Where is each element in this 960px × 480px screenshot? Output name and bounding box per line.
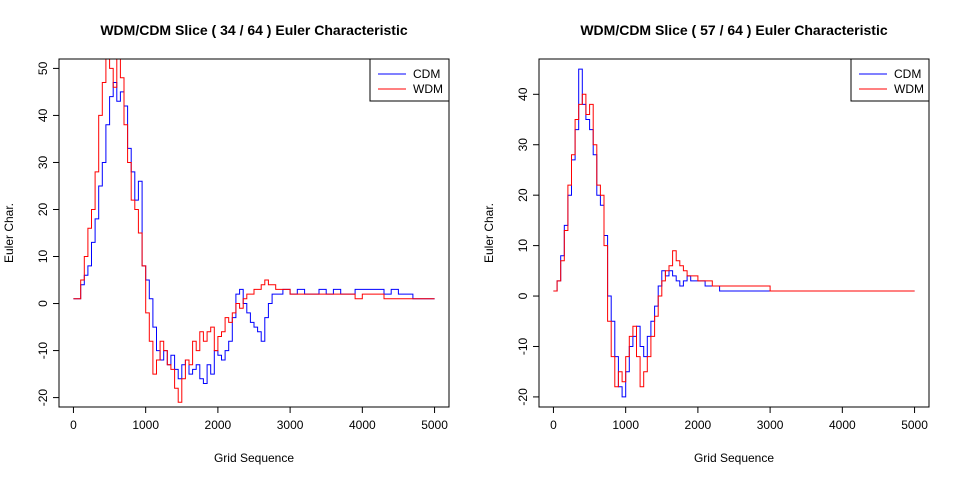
y-tick-label: 0 xyxy=(36,300,50,307)
y-tick-label: 20 xyxy=(516,188,530,202)
y-axis-label-2: Euler Char. xyxy=(482,203,496,263)
axes-1: 0 1000 2000 3000 4000 5000 -20 -10 0 10 20 30 40 50 xyxy=(36,61,448,432)
x-tick-label: 4000 xyxy=(349,418,376,432)
y-tick-label: 30 xyxy=(516,138,530,152)
chart-title-2: WDM/CDM Slice ( 57 / 64 ) Euler Characte… xyxy=(580,22,888,38)
x-tick-label: 2000 xyxy=(205,418,232,432)
x-tick-label: 5000 xyxy=(421,418,448,432)
legend-box-1 xyxy=(369,58,450,102)
legend-box-2 xyxy=(850,58,930,102)
series-line-cdm xyxy=(553,68,915,398)
x-tick-label: 1000 xyxy=(612,418,639,432)
x-tick-label: 3000 xyxy=(277,418,304,432)
y-tick-label: -10 xyxy=(36,342,50,360)
y-tick-label: 10 xyxy=(516,239,530,253)
plot-lines-1 xyxy=(73,58,435,403)
axes-2: 0 1000 2000 3000 4000 5000 -20 -10 0 10 20 30 40 xyxy=(516,87,928,432)
y-tick-label: 40 xyxy=(36,108,50,122)
chart-title-1: WDM/CDM Slice ( 34 / 64 ) Euler Characte… xyxy=(100,22,408,38)
legend-2: CDM WDM xyxy=(850,58,930,102)
plot-area-frame-1 xyxy=(58,58,450,408)
y-tick-label: 0 xyxy=(516,292,530,299)
x-tick-label: 2000 xyxy=(685,418,712,432)
legend-label-wdm-2: WDM xyxy=(894,82,924,96)
x-tick-label: 3000 xyxy=(757,418,784,432)
y-tick-label: -20 xyxy=(516,388,530,406)
y-tick-label: 10 xyxy=(36,250,50,264)
chart-panel-2: WDM/CDM Slice ( 57 / 64 ) Euler Characte… xyxy=(482,22,930,465)
x-tick-label: 1000 xyxy=(132,418,159,432)
y-tick-label: -10 xyxy=(516,337,530,355)
x-tick-label: 0 xyxy=(550,418,557,432)
legend-label-wdm-1: WDM xyxy=(413,82,443,96)
y-tick-label: -20 xyxy=(36,389,50,407)
series-line-cdm xyxy=(73,82,435,384)
series-line-wdm xyxy=(553,93,915,388)
legend-label-cdm-2: CDM xyxy=(894,67,921,81)
x-tick-label: 5000 xyxy=(901,418,928,432)
y-axis-label-1: Euler Char. xyxy=(2,203,16,263)
x-axis-label-1: Grid Sequence xyxy=(214,451,294,465)
y-tick-label: 50 xyxy=(36,61,50,75)
legend-1: CDM WDM xyxy=(369,58,450,102)
y-tick-label: 20 xyxy=(36,202,50,216)
plot-area-frame-2 xyxy=(538,58,930,408)
x-tick-label: 0 xyxy=(70,418,77,432)
legend-label-cdm-1: CDM xyxy=(413,67,440,81)
chart-panel-1: WDM/CDM Slice ( 34 / 64 ) Euler Characte… xyxy=(2,22,450,465)
x-tick-label: 4000 xyxy=(829,418,856,432)
y-tick-label: 30 xyxy=(36,155,50,169)
y-tick-label: 40 xyxy=(516,87,530,101)
x-axis-label-2: Grid Sequence xyxy=(694,451,774,465)
plot-lines-2 xyxy=(553,68,915,398)
